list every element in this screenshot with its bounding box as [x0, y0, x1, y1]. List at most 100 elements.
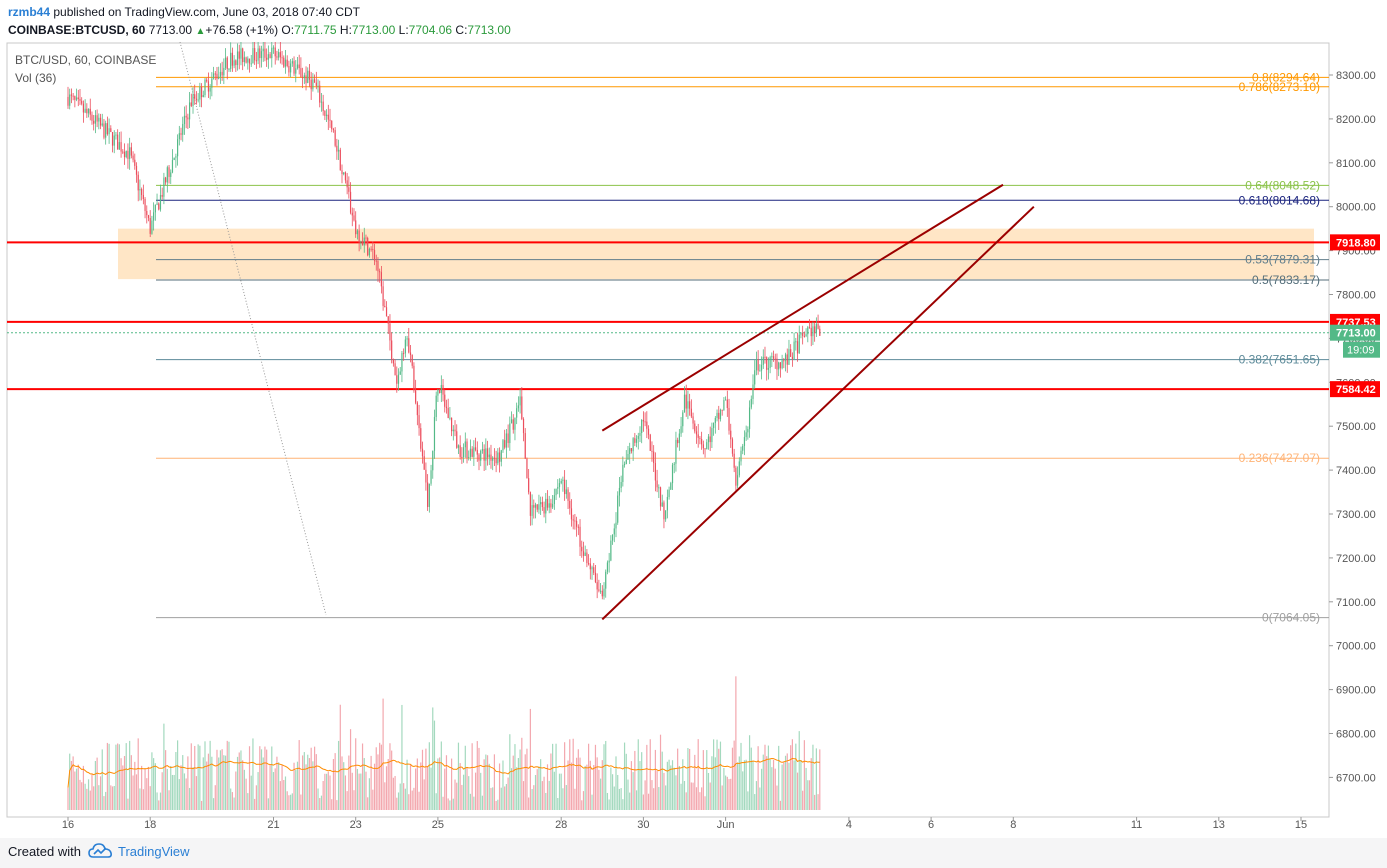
tradingview-link[interactable]: TradingView — [118, 844, 190, 859]
candle-body — [625, 459, 627, 465]
candle-body — [315, 82, 317, 86]
volume-bar — [404, 788, 406, 810]
volume-bar — [478, 747, 480, 810]
candle-body — [504, 440, 506, 448]
candle-body — [320, 101, 323, 103]
volume-bar — [235, 771, 237, 810]
volume-bar — [105, 791, 107, 810]
candle-body — [192, 94, 194, 106]
candle-body — [134, 159, 136, 166]
volume-bar — [740, 742, 742, 810]
candle-body — [545, 498, 547, 514]
candle-body — [529, 492, 531, 516]
candle-body — [351, 212, 353, 216]
volume-bar — [212, 798, 215, 810]
volume-bar — [430, 767, 432, 810]
tradingview-cloud-icon[interactable] — [88, 841, 114, 863]
volume-bar — [161, 772, 163, 810]
candle-body — [137, 174, 139, 191]
volume-bar — [697, 739, 699, 810]
candle-body — [815, 324, 817, 334]
candle-body — [627, 454, 629, 460]
volume-bar — [134, 761, 136, 810]
candle-body — [283, 57, 285, 67]
candle-body — [521, 396, 523, 420]
candle-body — [427, 482, 429, 507]
candle-body — [248, 58, 251, 64]
volume-bar — [286, 791, 288, 810]
candle-body — [132, 155, 134, 160]
volume-bar — [440, 741, 442, 810]
volume-bar — [346, 791, 348, 810]
volume-bar — [766, 756, 768, 810]
volume-bar — [70, 760, 73, 810]
volume-bar — [719, 741, 722, 810]
volume-bar — [538, 766, 540, 810]
candle-body — [723, 400, 725, 411]
candle-body — [701, 438, 703, 445]
candle-body — [630, 448, 633, 452]
candle-body — [629, 448, 631, 455]
volume-bar — [490, 787, 492, 810]
volume-bar — [617, 774, 619, 810]
candle-body — [598, 589, 600, 591]
candle-body — [180, 133, 182, 135]
volume-bar — [206, 761, 208, 810]
candle-body — [296, 64, 299, 69]
volume-bar — [752, 761, 754, 810]
candle-body — [305, 75, 307, 83]
candle-body — [288, 65, 290, 73]
volume-bar — [197, 744, 199, 810]
volume-bar — [481, 795, 484, 810]
volume-bar — [548, 780, 550, 810]
candle-body — [608, 560, 610, 563]
candle-body — [579, 526, 581, 547]
volume-bar — [278, 762, 280, 810]
price-tag-resistance-bg — [1330, 234, 1380, 251]
candle-body — [380, 272, 382, 287]
volume-bar — [324, 773, 326, 810]
candle-body — [437, 389, 439, 396]
candle-body — [284, 59, 287, 67]
volume-bar — [262, 757, 264, 810]
volume-bar — [142, 789, 144, 810]
volume-bar — [353, 790, 355, 810]
volume-bar — [151, 752, 153, 810]
volume-bar — [716, 739, 718, 810]
plot-area[interactable] — [6, 42, 1330, 818]
x-tick-label: 28 — [555, 819, 567, 831]
volume-bar — [570, 762, 573, 810]
volume-bar — [254, 798, 256, 810]
volume-bar — [464, 745, 466, 810]
volume-bar — [709, 782, 711, 810]
candle-body — [346, 180, 348, 188]
volume-bar — [815, 748, 817, 810]
volume-bar — [123, 756, 126, 810]
volume-bar — [175, 752, 177, 810]
volume-bar — [111, 786, 114, 810]
candle-body — [375, 260, 377, 262]
volume-bar — [805, 767, 807, 810]
volume-bar — [572, 738, 574, 810]
x-tick-label: 6 — [928, 819, 934, 831]
author-link[interactable]: rzmb44 — [8, 5, 51, 19]
volume-bar — [649, 739, 651, 810]
volume-bar — [158, 800, 160, 810]
volume-bar — [137, 738, 139, 810]
symbol-label: COINBASE:BTCUSD, 60 — [8, 23, 146, 37]
volume-bar — [177, 740, 179, 810]
price-chart[interactable]: 0.8(8294.64)0.786(8273.10)0.64(8048.52)0… — [0, 42, 1387, 838]
volume-bar — [392, 777, 394, 810]
y-tick-label: 7300.00 — [1336, 509, 1376, 521]
volume-bar — [382, 698, 384, 810]
volume-bar — [634, 750, 636, 810]
candle-body — [709, 436, 711, 443]
candle-body — [348, 187, 350, 192]
y-tick-label: 8100.00 — [1336, 158, 1376, 170]
volume-bar — [558, 773, 561, 810]
candle-body — [750, 398, 752, 408]
volume-bar — [312, 761, 314, 810]
volume-bar — [115, 744, 117, 810]
volume-bar — [300, 794, 302, 810]
x-tick-label: 13 — [1213, 819, 1225, 831]
